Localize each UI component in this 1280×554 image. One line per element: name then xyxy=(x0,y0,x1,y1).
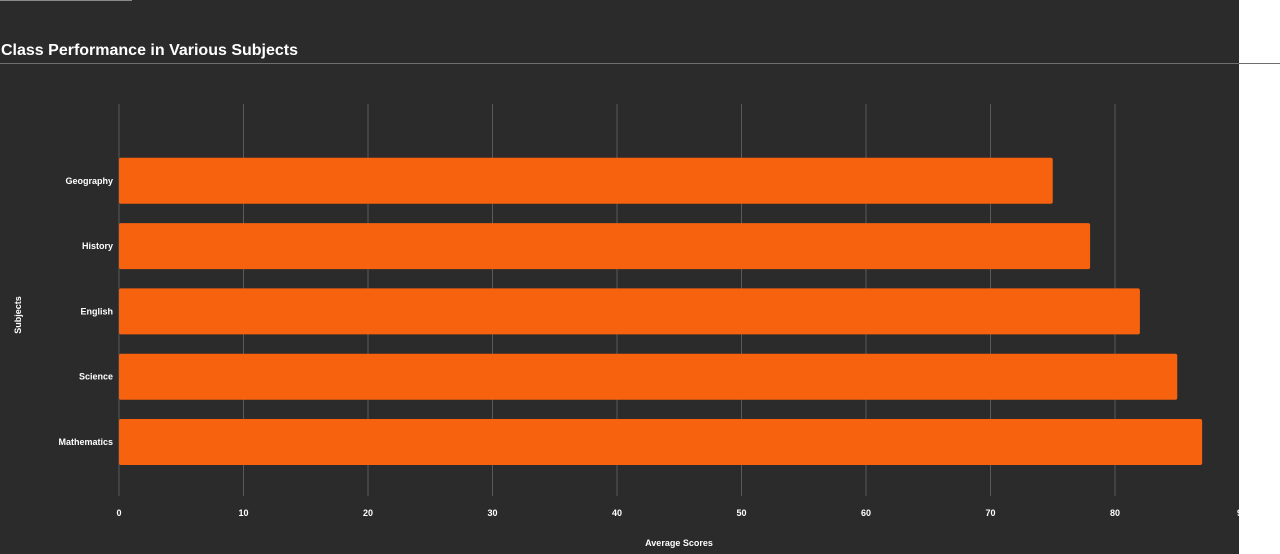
y-tick-label: English xyxy=(80,306,113,316)
chart-panel: Class Performance in Various Subjects Av… xyxy=(0,0,1239,554)
title-underline xyxy=(0,63,1280,64)
x-tick-label: 0 xyxy=(116,508,121,518)
x-axis-title: Average Scores xyxy=(645,538,713,548)
x-tick-label: 60 xyxy=(861,508,871,518)
x-tick-label: 20 xyxy=(363,508,373,518)
bar-english xyxy=(119,288,1140,335)
bar-history xyxy=(119,223,1091,270)
x-tick-label: 70 xyxy=(985,508,995,518)
x-tick-label: 50 xyxy=(736,508,746,518)
bars xyxy=(119,157,1203,465)
bar-chart: Average Scores Subjects 0 10 20 30 40 50 60 70 8… xyxy=(13,104,1239,548)
x-tick-label: 80 xyxy=(1110,508,1120,518)
y-tick-label: Mathematics xyxy=(58,437,113,447)
chart-title: Class Performance in Various Subjects xyxy=(1,42,299,59)
bar-mathematics xyxy=(119,419,1203,465)
x-tick-label: 30 xyxy=(487,508,497,518)
x-tick-label: 40 xyxy=(612,508,622,518)
x-tick-label: 9 xyxy=(1237,508,1239,518)
axis-labels: Average Scores Subjects 0 10 20 30 40 50 60 70 8… xyxy=(13,176,1239,548)
y-tick-label: Science xyxy=(79,372,113,382)
bar-geography xyxy=(119,157,1053,204)
y-tick-label: Geography xyxy=(65,176,113,186)
y-tick-label: History xyxy=(82,241,113,251)
x-tick-label: 10 xyxy=(238,508,248,518)
bar-science xyxy=(119,353,1178,400)
y-axis-title: Subjects xyxy=(13,296,23,334)
top-divider xyxy=(0,0,132,1)
